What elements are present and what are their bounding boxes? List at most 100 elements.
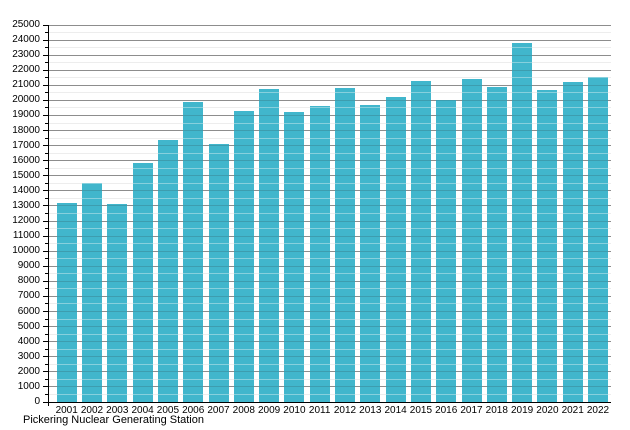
bar-2011 <box>309 105 330 402</box>
major-gridline-overlay <box>48 99 611 101</box>
y-major-tick <box>43 295 48 297</box>
major-gridline-overlay <box>48 235 611 237</box>
bar-2015 <box>410 80 431 402</box>
minor-gridline <box>48 228 611 230</box>
minor-gridline-overlay <box>48 92 611 94</box>
bar-2014 <box>385 97 406 402</box>
major-gridline-overlay <box>48 24 611 26</box>
major-gridline-overlay <box>48 130 611 132</box>
minor-gridline-overlay <box>48 107 611 109</box>
x-tick-label: 2017 <box>460 404 483 416</box>
major-gridline <box>48 114 611 116</box>
y-minor-tick <box>45 137 48 139</box>
y-axis-line <box>47 24 50 403</box>
minor-gridline <box>48 107 611 109</box>
y-major-tick <box>43 145 48 147</box>
y-tick-label: 3000 <box>17 350 40 362</box>
chart-caption: Pickering Nuclear Generating Station <box>23 414 204 426</box>
minor-gridline-overlay <box>48 152 611 154</box>
x-tick-label: 2007 <box>207 404 230 416</box>
minor-gridline <box>48 378 611 380</box>
y-tick-label: 14000 <box>12 184 40 196</box>
y-minor-tick <box>45 167 48 169</box>
major-gridline <box>48 175 611 177</box>
y-major-tick <box>43 341 48 343</box>
minor-gridline-overlay <box>48 32 611 34</box>
minor-gridline-overlay <box>48 333 611 335</box>
y-minor-tick <box>45 228 48 230</box>
minor-gridline <box>48 318 611 320</box>
minor-gridline <box>48 197 611 199</box>
y-minor-tick <box>45 62 48 64</box>
y-tick-label: 11000 <box>12 230 40 242</box>
y-minor-tick <box>45 303 48 305</box>
bar-2017 <box>461 78 482 402</box>
minor-gridline <box>48 152 611 154</box>
y-minor-tick <box>45 378 48 380</box>
x-tick-label: 2015 <box>409 404 433 416</box>
y-minor-tick <box>45 288 48 290</box>
minor-gridline-overlay <box>48 47 611 49</box>
minor-gridline <box>48 47 611 49</box>
bar-2007 <box>208 144 229 402</box>
y-minor-tick <box>45 77 48 79</box>
y-major-tick <box>43 54 48 56</box>
y-tick-label: 10000 <box>12 245 40 257</box>
y-minor-tick <box>45 318 48 320</box>
major-gridline-overlay <box>48 160 611 162</box>
major-gridline-overlay <box>48 280 611 282</box>
major-gridline <box>48 190 611 192</box>
bar-2016 <box>436 99 457 402</box>
minor-gridline-overlay <box>48 197 611 199</box>
minor-gridline-overlay <box>48 303 611 305</box>
y-minor-tick <box>45 107 48 109</box>
y-minor-tick <box>45 393 48 395</box>
y-major-tick <box>43 24 48 26</box>
major-gridline-overlay <box>48 84 611 86</box>
major-gridline <box>48 265 611 267</box>
major-gridline <box>48 39 611 41</box>
y-minor-tick <box>45 273 48 275</box>
minor-gridline-overlay <box>48 348 611 350</box>
major-gridline-overlay <box>48 326 611 328</box>
x-tick-label: 2002 <box>80 404 104 416</box>
y-major-tick <box>43 39 48 41</box>
minor-gridline-overlay <box>48 62 611 64</box>
x-tick-label: 2005 <box>156 404 180 416</box>
minor-gridline <box>48 258 611 260</box>
minor-gridline <box>48 182 611 184</box>
y-minor-tick <box>45 32 48 34</box>
minor-gridline-overlay <box>48 122 611 124</box>
bar-2019 <box>512 43 533 402</box>
x-tick-label: 2008 <box>232 404 255 416</box>
minor-gridline-overlay <box>48 243 611 245</box>
y-tick-label: 13000 <box>12 199 40 211</box>
bar-2002 <box>82 182 102 402</box>
x-tick-label: 2010 <box>283 404 306 416</box>
y-major-tick <box>43 235 48 237</box>
major-gridline <box>48 386 611 388</box>
major-gridline <box>48 295 611 297</box>
y-minor-tick <box>45 333 48 335</box>
y-major-tick <box>43 190 48 192</box>
y-tick-label: 15000 <box>12 169 40 181</box>
y-tick-label: 9000 <box>17 260 40 272</box>
minor-gridline <box>48 62 611 64</box>
y-tick-label: 4000 <box>17 335 40 347</box>
y-tick-label: 21000 <box>12 79 40 91</box>
major-gridline <box>48 356 611 358</box>
y-minor-tick <box>45 243 48 245</box>
bar-2020 <box>537 89 558 402</box>
major-gridline-overlay <box>48 295 611 297</box>
minor-gridline-overlay <box>48 213 611 214</box>
major-gridline <box>48 250 611 252</box>
y-tick-label: 19000 <box>12 109 40 121</box>
major-gridline-overlay <box>48 386 611 388</box>
minor-gridline-overlay <box>48 228 611 230</box>
y-tick-label: 20000 <box>12 94 40 106</box>
y-major-tick <box>43 99 48 101</box>
minor-gridline <box>48 167 611 169</box>
minor-gridline <box>48 348 611 350</box>
major-gridline-overlay <box>48 205 611 207</box>
major-gridline-overlay <box>48 175 611 177</box>
